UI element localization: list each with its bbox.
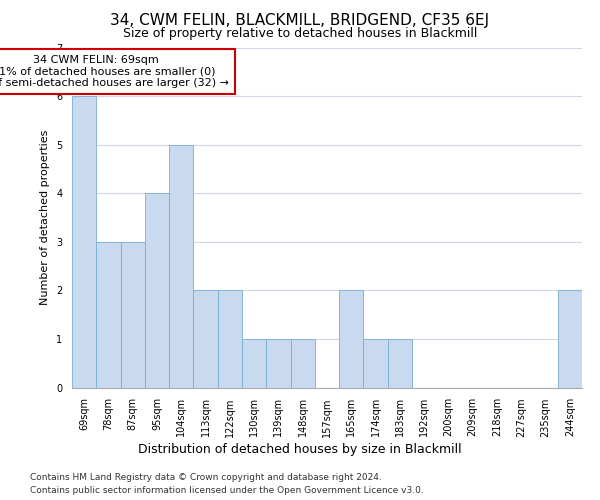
Bar bbox=[388, 339, 412, 388]
Bar bbox=[364, 339, 388, 388]
Bar bbox=[169, 144, 193, 388]
Bar bbox=[242, 339, 266, 388]
Text: Contains public sector information licensed under the Open Government Licence v3: Contains public sector information licen… bbox=[30, 486, 424, 495]
Bar bbox=[145, 193, 169, 388]
Bar bbox=[218, 290, 242, 388]
Text: 34, CWM FELIN, BLACKMILL, BRIDGEND, CF35 6EJ: 34, CWM FELIN, BLACKMILL, BRIDGEND, CF35… bbox=[110, 12, 490, 28]
Text: Size of property relative to detached houses in Blackmill: Size of property relative to detached ho… bbox=[123, 28, 477, 40]
Bar bbox=[72, 96, 96, 388]
Y-axis label: Number of detached properties: Number of detached properties bbox=[40, 130, 50, 305]
Bar bbox=[193, 290, 218, 388]
Bar bbox=[121, 242, 145, 388]
Text: 34 CWM FELIN: 69sqm
← <1% of detached houses are smaller (0)
94% of semi-detache: 34 CWM FELIN: 69sqm ← <1% of detached ho… bbox=[0, 55, 229, 88]
Bar bbox=[96, 242, 121, 388]
Bar bbox=[339, 290, 364, 388]
Text: Distribution of detached houses by size in Blackmill: Distribution of detached houses by size … bbox=[138, 442, 462, 456]
Bar bbox=[558, 290, 582, 388]
Bar bbox=[266, 339, 290, 388]
Bar bbox=[290, 339, 315, 388]
Text: Contains HM Land Registry data © Crown copyright and database right 2024.: Contains HM Land Registry data © Crown c… bbox=[30, 472, 382, 482]
